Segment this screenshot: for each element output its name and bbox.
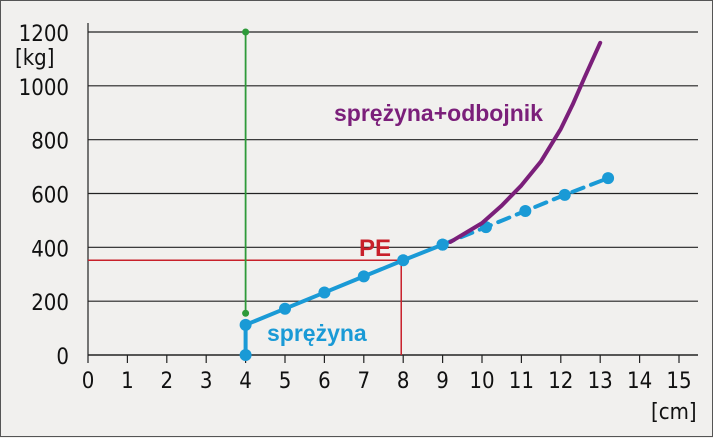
x-tick-label: 6 [318, 369, 331, 394]
data-point [279, 302, 291, 315]
data-point [239, 318, 252, 331]
x-tick-label: 0 [82, 369, 95, 394]
series-line-2 [448, 40, 603, 244]
y-tick-label: 1200 [19, 22, 69, 47]
y-tick-label: 200 [31, 291, 69, 316]
data-point [436, 238, 449, 251]
data-point [602, 172, 615, 185]
data-point [397, 254, 410, 267]
x-tick-label: 5 [279, 369, 292, 394]
data-point [242, 28, 250, 36]
data-point [519, 204, 532, 217]
data-point [357, 270, 370, 283]
x-tick-label: 13 [588, 369, 613, 394]
x-tick-label: 7 [358, 369, 371, 394]
x-tick-label: 10 [469, 369, 494, 394]
pe-label: PE [359, 235, 391, 262]
data-point [318, 286, 331, 299]
x-tick-label: 14 [627, 369, 652, 394]
y-tick-label: 600 [31, 184, 69, 209]
y-tick-label: 1000 [19, 76, 69, 101]
x-tick-label: 15 [666, 369, 691, 394]
x-tick-label: 1 [121, 369, 134, 394]
spring-label: sprężyna [267, 320, 367, 346]
x-tick-label: 12 [548, 369, 573, 394]
data-point [242, 309, 250, 317]
x-tick-label: 3 [200, 369, 213, 394]
x-axis-label: [cm] [651, 400, 697, 425]
y-tick-label: 0 [56, 345, 69, 370]
y-tick-label: 400 [31, 237, 69, 262]
x-tick-label: 2 [161, 369, 174, 394]
data-point [239, 349, 252, 361]
spring-bumper-label: sprężyna+odbojnik [334, 100, 543, 126]
y-tick-label: 800 [31, 130, 69, 155]
y-axis-label: [kg] [15, 46, 54, 71]
x-tick-label: 8 [397, 369, 410, 394]
x-tick-label: 4 [239, 369, 252, 394]
x-tick-label: 9 [436, 369, 449, 394]
data-point [558, 188, 571, 201]
x-tick-label: 11 [509, 369, 534, 394]
